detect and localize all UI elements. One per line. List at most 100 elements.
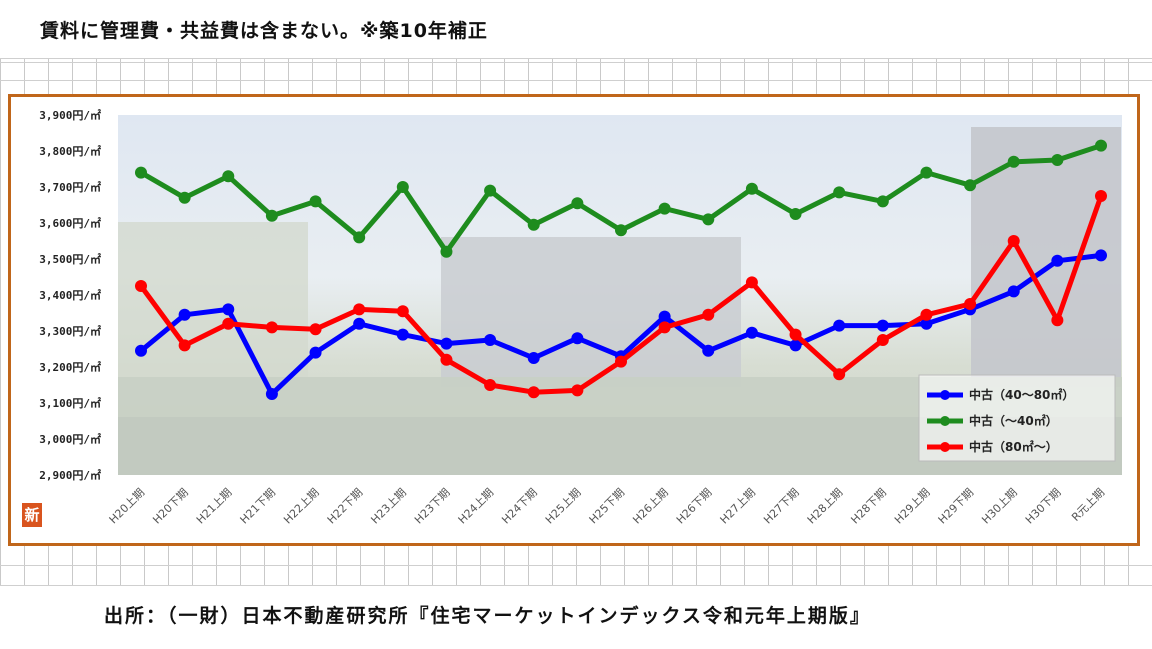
- y-tick-label: 3,300円/㎡: [39, 324, 101, 338]
- data-point: [309, 195, 322, 208]
- data-point: [1007, 155, 1020, 168]
- data-point: [484, 184, 497, 197]
- data-point: [135, 166, 147, 179]
- data-point: [484, 379, 497, 391]
- data-point: [920, 166, 933, 179]
- x-tick-label: H29上期: [892, 486, 933, 527]
- x-tick-label: H24下期: [499, 486, 540, 527]
- y-tick-label: 3,800円/㎡: [39, 144, 101, 158]
- data-point: [702, 308, 715, 321]
- data-point: [265, 209, 278, 222]
- legend-label: 中古（40～80㎡）: [969, 387, 1074, 402]
- data-point: [789, 339, 802, 352]
- data-point: [265, 388, 278, 400]
- data-point: [353, 231, 366, 244]
- legend-marker: [940, 416, 950, 426]
- x-tick-label: H27下期: [761, 486, 802, 527]
- series-layer: [135, 139, 1107, 400]
- x-tick-label: H22下期: [325, 486, 366, 527]
- x-tick-label: H21上期: [194, 486, 235, 527]
- data-point: [964, 298, 977, 310]
- y-tick-label: 3,700円/㎡: [39, 180, 101, 194]
- data-point: [222, 303, 235, 316]
- data-point: [615, 355, 627, 368]
- data-point: [1095, 190, 1107, 202]
- y-tick-label: 2,900円/㎡: [39, 468, 101, 482]
- data-point: [876, 195, 889, 208]
- data-point: [876, 334, 889, 346]
- x-tick-label: H25上期: [543, 486, 584, 527]
- data-point: [1051, 154, 1064, 166]
- y-tick-label: 3,100円/㎡: [39, 396, 101, 410]
- data-point: [920, 317, 933, 330]
- data-point: [440, 337, 453, 350]
- data-point: [309, 323, 322, 336]
- data-point: [1095, 139, 1107, 152]
- data-point: [1051, 254, 1064, 267]
- x-tick-label: H27上期: [718, 486, 759, 527]
- data-point: [353, 303, 366, 316]
- legend-marker: [940, 442, 950, 452]
- x-tick-label: H23上期: [368, 486, 409, 527]
- rent-note: 賃料に管理費・共益費は含まない。※築10年補正: [40, 20, 488, 42]
- data-point: [440, 245, 453, 258]
- x-tick-label: H20下期: [150, 486, 191, 527]
- data-point: [527, 352, 540, 364]
- data-point: [135, 280, 147, 292]
- chart-frame: 3,900円/㎡ 3,800円/㎡ 3,700円/㎡ 3,600円/㎡ 3,500円/㎡…: [8, 94, 1140, 546]
- data-point: [964, 179, 977, 192]
- data-point: [702, 344, 715, 357]
- data-point: [178, 308, 191, 321]
- data-point: [876, 319, 889, 332]
- x-tick-label: H25下期: [587, 486, 628, 527]
- data-point: [702, 213, 715, 226]
- footer-band: [0, 585, 1152, 649]
- data-point: [571, 332, 584, 345]
- x-tick-label: H26上期: [630, 486, 671, 527]
- data-point: [920, 308, 933, 321]
- data-point: [789, 328, 802, 341]
- data-point: [745, 326, 758, 339]
- x-tick-label: R元上期: [1069, 486, 1107, 524]
- company-logo: 新: [22, 503, 42, 527]
- chart-legend: 中古（40～80㎡） 中古（～40㎡） 中古（80㎡～）: [918, 374, 1116, 462]
- y-axis: 3,900円/㎡ 3,800円/㎡ 3,700円/㎡ 3,600円/㎡ 3,500円/㎡…: [39, 108, 101, 482]
- data-point: [833, 319, 846, 332]
- data-point: [615, 224, 627, 237]
- data-point: [178, 191, 191, 204]
- x-tick-label: H28上期: [805, 486, 846, 527]
- data-point: [527, 386, 540, 399]
- data-point: [789, 208, 802, 220]
- x-tick-label: H29下期: [936, 486, 977, 527]
- x-tick-label: H24上期: [456, 486, 497, 527]
- data-point: [658, 310, 671, 323]
- data-point: [135, 344, 147, 357]
- data-point: [1095, 249, 1107, 262]
- x-tick-label: H26下期: [674, 486, 715, 527]
- data-point: [527, 218, 540, 231]
- x-tick-label: H20上期: [107, 486, 148, 527]
- legend-marker: [940, 390, 950, 400]
- data-point: [833, 186, 846, 199]
- x-tick-label: H21下期: [238, 486, 279, 527]
- data-point: [178, 339, 191, 352]
- data-point: [222, 170, 235, 183]
- x-axis: H20上期 H20下期 H21上期 H21下期 H22上期 H22下期 H23上期 H23下期…: [107, 486, 1108, 527]
- x-tick-label: H23下期: [412, 486, 453, 527]
- data-point: [745, 276, 758, 289]
- x-tick-label: H22上期: [281, 486, 322, 527]
- y-tick-label: 3,400円/㎡: [39, 288, 101, 302]
- rent-line-chart: 3,900円/㎡ 3,800円/㎡ 3,700円/㎡ 3,600円/㎡ 3,500円/㎡…: [39, 108, 1122, 527]
- data-point: [265, 321, 278, 334]
- data-point: [1007, 235, 1020, 247]
- grid-line: [0, 80, 1152, 81]
- y-tick-label: 3,000円/㎡: [39, 432, 101, 446]
- legend-label: 中古（80㎡～）: [969, 439, 1058, 454]
- data-point: [396, 305, 409, 318]
- data-point: [1051, 314, 1064, 327]
- x-tick-label: H28下期: [848, 486, 889, 527]
- data-point: [658, 321, 671, 334]
- y-tick-label: 3,500円/㎡: [39, 252, 101, 266]
- data-point: [833, 368, 846, 381]
- header-band: [0, 0, 1152, 59]
